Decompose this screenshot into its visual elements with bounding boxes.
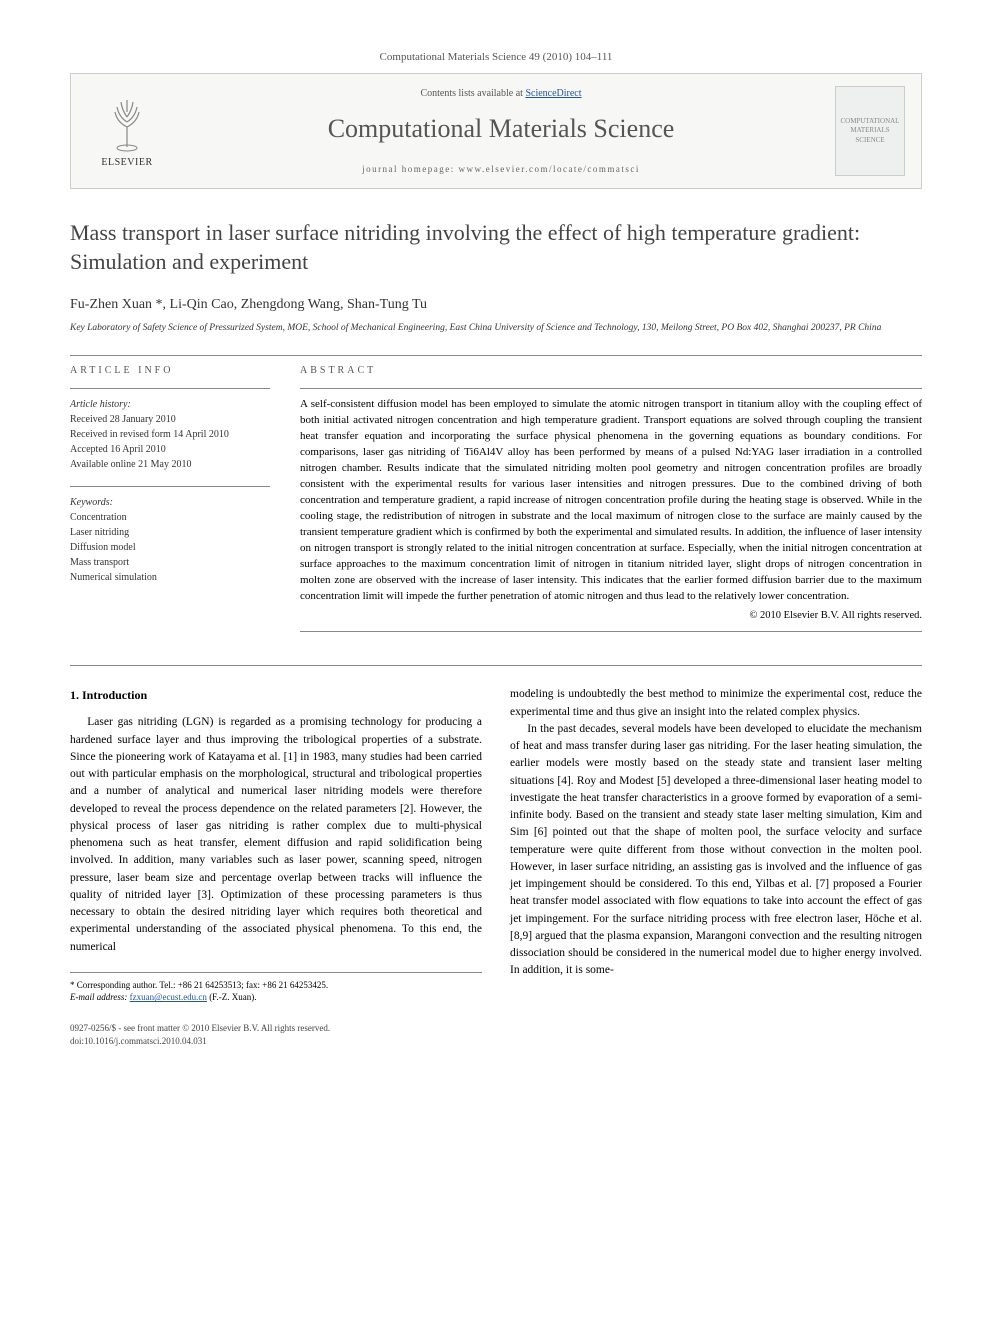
affiliation: Key Laboratory of Safety Science of Pres… — [70, 322, 922, 335]
history-item: Accepted 16 April 2010 — [70, 442, 270, 457]
divider — [70, 388, 270, 389]
footnote-email-line: E-mail address: fzxuan@ecust.edu.cn (F.-… — [70, 991, 482, 1004]
history-item: Available online 21 May 2010 — [70, 457, 270, 472]
divider — [70, 486, 270, 487]
contents-prefix: Contents lists available at — [420, 88, 525, 99]
article-info-label: ARTICLE INFO — [70, 364, 270, 378]
article-title: Mass transport in laser surface nitridin… — [70, 219, 922, 276]
email-who: (F.-Z. Xuan). — [209, 992, 256, 1002]
info-abstract-row: ARTICLE INFO Article history: Received 2… — [70, 364, 922, 640]
abstract-text: A self-consistent diffusion model has be… — [300, 397, 922, 604]
abstract-copyright: © 2010 Elsevier B.V. All rights reserved… — [300, 609, 922, 624]
right-column: modeling is undoubtedly the best method … — [510, 686, 922, 1004]
journal-cover-thumb: COMPUTATIONAL MATERIALS SCIENCE — [835, 86, 905, 176]
history-label: Article history: — [70, 397, 270, 412]
body-paragraph: modeling is undoubtedly the best method … — [510, 686, 922, 721]
corresponding-author-footnote: * Corresponding author. Tel.: +86 21 642… — [70, 972, 482, 1004]
authors-line: Fu-Zhen Xuan *, Li-Qin Cao, Zhengdong Wa… — [70, 295, 922, 315]
footer-line1: 0927-0256/$ - see front matter © 2010 El… — [70, 1022, 922, 1035]
homepage-prefix: journal homepage: — [362, 164, 458, 174]
divider — [70, 355, 922, 356]
keyword: Mass transport — [70, 555, 270, 570]
sciencedirect-link[interactable]: ScienceDirect — [525, 88, 581, 99]
journal-banner: ELSEVIER Contents lists available at Sci… — [70, 73, 922, 189]
divider — [300, 631, 922, 632]
email-label: E-mail address: — [70, 992, 127, 1002]
email-link[interactable]: fzxuan@ecust.edu.cn — [130, 992, 207, 1002]
left-column: 1. Introduction Laser gas nitriding (LGN… — [70, 686, 482, 1004]
keyword: Concentration — [70, 510, 270, 525]
intro-paragraph: Laser gas nitriding (LGN) is regarded as… — [70, 714, 482, 956]
keywords-block: Keywords: Concentration Laser nitriding … — [70, 495, 270, 585]
body-paragraph: In the past decades, several models have… — [510, 721, 922, 980]
publisher-name: ELSEVIER — [101, 156, 152, 170]
keyword: Numerical simulation — [70, 570, 270, 585]
elsevier-tree-icon — [97, 92, 157, 152]
history-item: Received 28 January 2010 — [70, 412, 270, 427]
footnote-corr: * Corresponding author. Tel.: +86 21 642… — [70, 979, 482, 992]
introduction-heading: 1. Introduction — [70, 686, 482, 704]
footer-copyright: 0927-0256/$ - see front matter © 2010 El… — [70, 1022, 922, 1047]
body-columns: 1. Introduction Laser gas nitriding (LGN… — [70, 686, 922, 1004]
journal-citation: Computational Materials Science 49 (2010… — [70, 50, 922, 65]
article-info-column: ARTICLE INFO Article history: Received 2… — [70, 364, 270, 640]
article-history: Article history: Received 28 January 201… — [70, 397, 270, 472]
homepage-line: journal homepage: www.elsevier.com/locat… — [187, 163, 815, 176]
history-item: Received in revised form 14 April 2010 — [70, 427, 270, 442]
homepage-url[interactable]: www.elsevier.com/locate/commatsci — [459, 164, 640, 174]
keywords-label: Keywords: — [70, 495, 270, 510]
footer-doi: doi:10.1016/j.commatsci.2010.04.031 — [70, 1035, 922, 1048]
publisher-logo: ELSEVIER — [87, 86, 167, 176]
banner-center: Contents lists available at ScienceDirec… — [187, 87, 815, 175]
keyword: Laser nitriding — [70, 525, 270, 540]
journal-title: Computational Materials Science — [187, 111, 815, 147]
contents-line: Contents lists available at ScienceDirec… — [187, 87, 815, 101]
divider — [300, 388, 922, 389]
abstract-column: ABSTRACT A self-consistent diffusion mod… — [300, 364, 922, 640]
divider — [70, 665, 922, 666]
keyword: Diffusion model — [70, 540, 270, 555]
abstract-label: ABSTRACT — [300, 364, 922, 378]
